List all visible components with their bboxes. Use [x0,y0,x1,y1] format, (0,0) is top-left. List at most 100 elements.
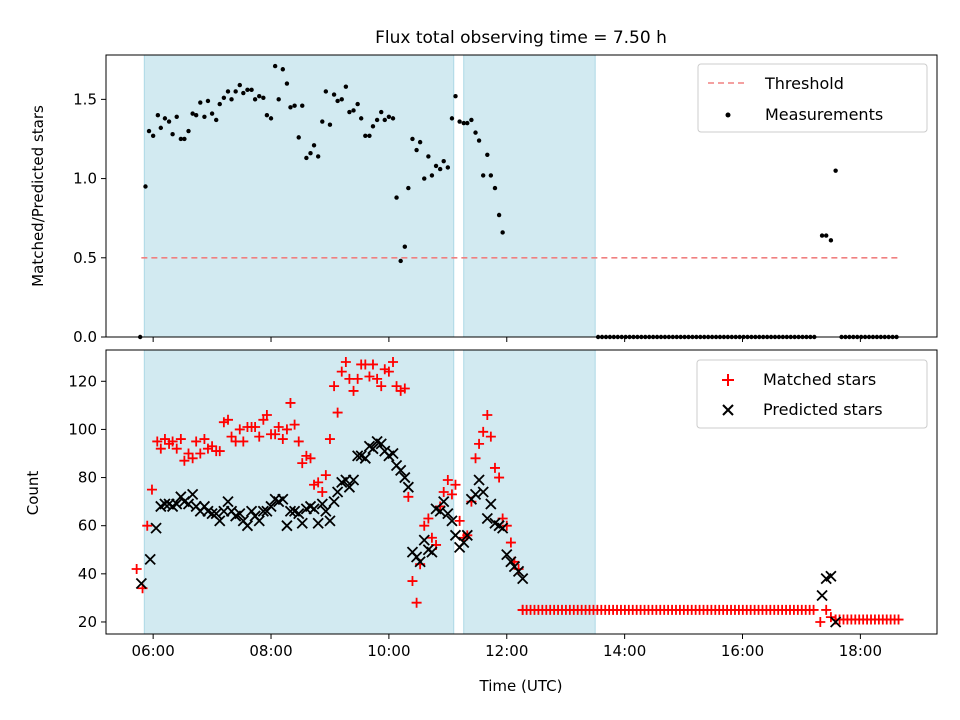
matched-star-marker [329,381,340,392]
y-tick-label: 1.0 [73,170,97,188]
matched-star-marker [289,419,300,430]
x-tick-label: 08:00 [249,642,292,660]
measurement-point [410,136,415,142]
bottom-legend-box [696,359,928,429]
matched-star-marker [426,532,437,543]
measurement-point [828,238,834,243]
y-tick-label: 0.0 [73,328,97,346]
predicted-star-marker [446,515,458,527]
measurement-point [429,173,435,178]
measurement-point [280,67,286,72]
measurement-point [178,136,184,142]
shaded-interval [463,54,596,338]
predicted-star-marker [458,536,470,549]
predicted-star-marker [352,450,364,462]
bottom-axes-frame [105,349,938,635]
measurement-point [288,105,293,110]
top-x-ticks [152,337,861,342]
matched-star-marker [261,409,272,420]
predicted-star-marker [316,498,328,510]
predicted-star-marker [331,486,344,498]
y-tick-label: 1.5 [73,90,97,108]
measurement-point [457,119,462,124]
predicted-star-marker [481,512,493,525]
matched-stars-series [131,357,904,627]
predicted-star-marker [485,498,497,510]
measurement-point [363,133,368,138]
measurement-point [182,136,187,142]
matched-star-marker [297,458,308,469]
predicted-star-marker [402,481,414,493]
matched-star-marker [238,436,249,447]
measurement-point [433,163,439,169]
bottom-legend: Matched stars Predicted stars [696,359,928,429]
measurement-point [272,63,278,69]
legend-matched-swatch [722,374,734,386]
predicted-star-marker [171,498,183,510]
measurement-point [500,230,505,235]
shaded-interval [143,54,455,338]
measurement-point [292,103,297,108]
measurement-point [264,113,270,118]
predicted-star-marker [410,551,423,563]
matched-star-marker [222,414,233,425]
y-tick-label: 100 [68,420,97,438]
matched-star-marker [478,426,489,437]
predicted-star-marker [438,495,450,508]
predicted-star-marker [375,438,387,450]
predicted-star-marker [461,529,473,541]
predicted-star-marker [245,505,258,517]
measurement-point [398,258,403,264]
x-tick-label: 16:00 [721,642,764,660]
matched-star-marker [454,515,465,526]
matched-star-marker [407,576,418,587]
measurement-point [162,116,168,121]
measurement-point [158,125,164,131]
legend-measurements-label: Measurements [765,105,883,124]
measurement-point [417,139,423,145]
measurement-point [426,154,431,159]
measurement-point [824,233,829,238]
measurement-point [374,117,380,123]
measurement-point [469,117,474,123]
predicted-star-marker [387,447,399,460]
measurement-point [370,124,376,129]
matched-star-marker [815,616,826,627]
measurement-point [257,93,262,99]
measurement-point [379,109,384,115]
measurement-point [351,108,356,113]
measurement-point [284,81,290,86]
measurement-point [308,151,313,156]
predicted-star-marker [277,493,289,505]
matched-star-marker [446,489,457,500]
x-axis-label: Time (UTC) [479,677,563,695]
predicted-star-marker [343,481,356,493]
matched-star-marker [175,434,186,445]
measurement-point [347,109,352,115]
matched-star-marker [313,477,324,488]
measurement-point [217,101,222,107]
matched-star-marker [821,604,832,615]
measurement-point [166,119,172,124]
predicted-star-marker [312,517,324,529]
matched-star-marker [336,366,347,377]
x-tick-label: 18:00 [839,642,882,660]
bottom-shaded-intervals [143,349,596,635]
measurement-point [323,89,329,94]
matched-star-marker [399,383,410,394]
measurement-point [496,212,502,218]
predicted-star-marker [222,495,234,508]
matched-star-marker [305,453,316,464]
predicted-star-marker [512,565,525,578]
measurement-point [276,97,281,102]
predicted-star-marker [320,505,332,517]
measurement-point [249,87,254,93]
measurement-point [386,114,392,119]
legend-matched-label: Matched stars [763,370,876,389]
bottom-panel: 20 40 60 80 100 120 06:00 08:00 10:00 12:00 14:00… [24,349,938,695]
x-tick-label: 06:00 [132,642,175,660]
measurement-point [335,98,340,104]
measurement-point [143,184,148,189]
predicted-star-marker [241,520,254,532]
predicted-star-marker [469,488,482,501]
